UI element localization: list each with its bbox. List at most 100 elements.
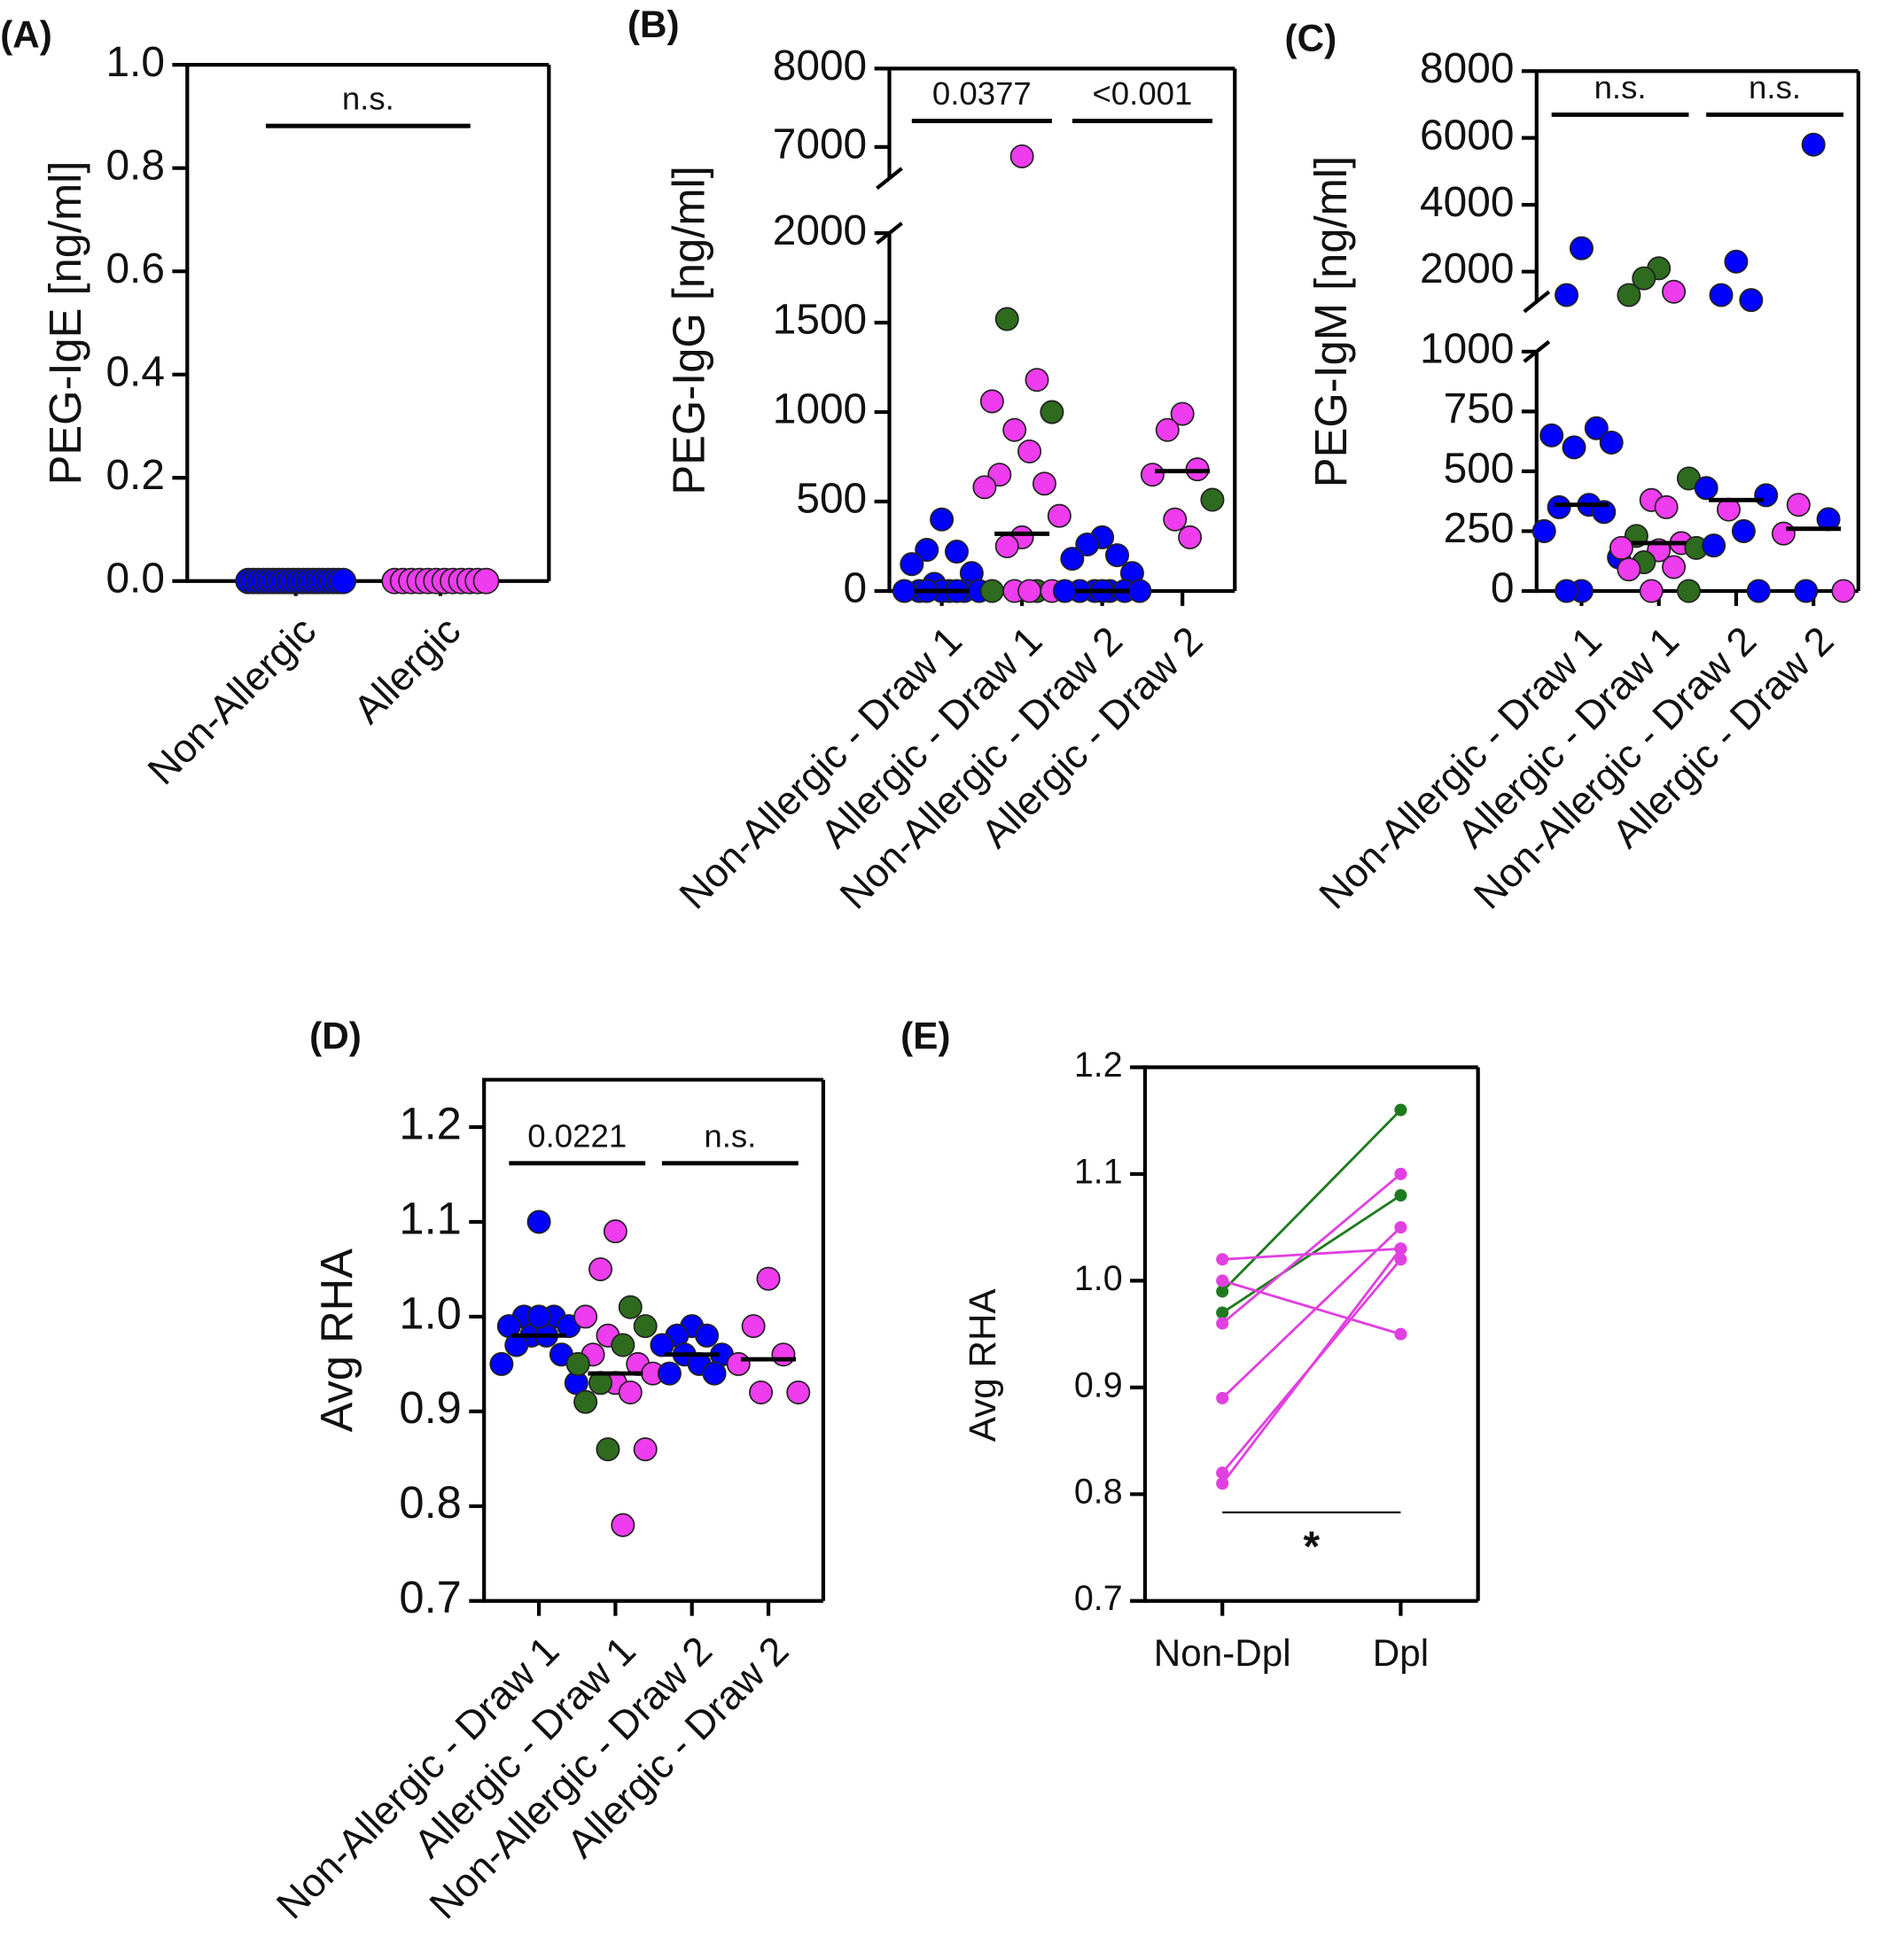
data-point: [1555, 579, 1579, 603]
data-point: [1662, 279, 1687, 304]
data-point: [915, 538, 939, 563]
significance-label: <0.001: [1092, 75, 1192, 112]
data-point: [1731, 518, 1756, 543]
data-point: [618, 1380, 643, 1404]
y-tick-label: 6000: [1420, 112, 1514, 159]
data-point: [1216, 1306, 1229, 1319]
x-tick-label: Non-Dpl: [1154, 1632, 1291, 1674]
data-point: [1002, 417, 1027, 442]
y-tick-label: 1000: [1420, 325, 1514, 372]
y-tick-label: 0.7: [399, 1572, 461, 1622]
data-point: [1105, 543, 1130, 568]
data-point: [892, 579, 916, 603]
data-point: [695, 1323, 720, 1348]
data-point: [972, 475, 997, 500]
data-point: [1127, 579, 1152, 603]
data-point: [1009, 144, 1034, 168]
panel-label: (E): [900, 1015, 950, 1056]
data-point: [650, 1333, 674, 1357]
data-point: [1047, 503, 1072, 528]
y-tick-label: 1000: [773, 386, 867, 433]
data-point: [603, 1219, 627, 1244]
data-point: [611, 1513, 635, 1537]
data-point: [1140, 463, 1165, 487]
y-tick-label: 0.6: [105, 245, 165, 292]
data-point: [1040, 400, 1064, 424]
y-tick-label: 0.8: [399, 1477, 461, 1528]
y-tick-label: 8000: [1420, 45, 1514, 92]
y-tick-label: 1.2: [399, 1098, 461, 1148]
data-point: [1531, 518, 1556, 543]
data-point: [1025, 368, 1049, 393]
data-point: [526, 1304, 551, 1329]
data-point: [1771, 521, 1796, 546]
pair-line: [1221, 1226, 1402, 1399]
data-point: [1394, 1189, 1407, 1202]
data-point: [1163, 507, 1188, 532]
significance-label: 0.0221: [527, 1117, 627, 1154]
panel-label: (C): [1285, 18, 1337, 59]
data-point: [930, 507, 955, 532]
y-tick-label: 0.8: [1074, 1473, 1123, 1512]
data-point: [573, 1389, 598, 1414]
data-point: [472, 567, 500, 595]
data-point: [1702, 533, 1726, 558]
data-point: [1676, 579, 1701, 603]
data-point: [1216, 1477, 1229, 1490]
y-axis-title: PEG-IgE [ng/ml]: [40, 161, 90, 486]
y-tick-label: 7000: [773, 121, 867, 167]
axis-break: [1523, 290, 1551, 314]
data-point: [596, 1437, 620, 1462]
data-point: [1394, 1103, 1407, 1116]
data-point: [741, 1314, 766, 1339]
y-axis-title: Avg RHA: [312, 1248, 362, 1433]
data-point: [1584, 416, 1609, 440]
data-point: [1216, 1253, 1229, 1266]
y-tick-label: 500: [796, 476, 867, 523]
data-point: [1794, 579, 1819, 603]
y-tick-label: 1500: [773, 297, 867, 344]
y-tick-label: 1.2: [1074, 1046, 1123, 1085]
data-point: [1617, 557, 1641, 582]
data-point: [1654, 494, 1679, 519]
pair-line: [1222, 1247, 1401, 1261]
data-point: [749, 1380, 774, 1404]
y-tick-label: 750: [1444, 385, 1515, 432]
data-point: [1555, 283, 1579, 307]
data-point: [1216, 1466, 1229, 1480]
y-tick-label: 500: [1444, 446, 1515, 493]
data-point: [633, 1314, 658, 1339]
data-point: [1609, 535, 1633, 560]
y-axis-title: PEG-IgG [ng/ml]: [664, 166, 714, 494]
data-point: [1394, 1167, 1407, 1180]
y-tick-label: 2000: [1420, 245, 1514, 292]
data-point: [1639, 579, 1664, 603]
pair-line: [1221, 1172, 1402, 1325]
y-tick-label: 0.8: [105, 142, 165, 189]
y-tick-label: 0: [1491, 565, 1515, 612]
pair-line: [1221, 1279, 1401, 1335]
data-point: [944, 540, 969, 564]
data-point: [1801, 132, 1826, 157]
y-axis-title: Avg RHA: [962, 1288, 1003, 1443]
data-point: [1394, 1242, 1407, 1256]
data-point: [1617, 283, 1641, 307]
data-point: [1632, 266, 1656, 291]
y-tick-label: 1.0: [1074, 1259, 1123, 1298]
significance-label: n.s.: [1594, 69, 1647, 105]
data-point: [1562, 435, 1586, 460]
y-tick-label: 1.1: [399, 1193, 461, 1243]
data-point: [1786, 493, 1811, 517]
data-point: [1060, 547, 1085, 572]
data-point: [1746, 579, 1771, 603]
data-point: [1547, 494, 1571, 519]
y-tick-label: 250: [1444, 505, 1515, 552]
significance-label: n.s.: [1749, 69, 1801, 105]
x-tick-label: Non-Allergic: [139, 608, 324, 793]
data-point: [1155, 417, 1180, 442]
data-point: [588, 1256, 613, 1281]
y-tick-label: 0.4: [105, 348, 165, 395]
pair-line: [1221, 1108, 1402, 1293]
data-point: [1662, 555, 1687, 579]
